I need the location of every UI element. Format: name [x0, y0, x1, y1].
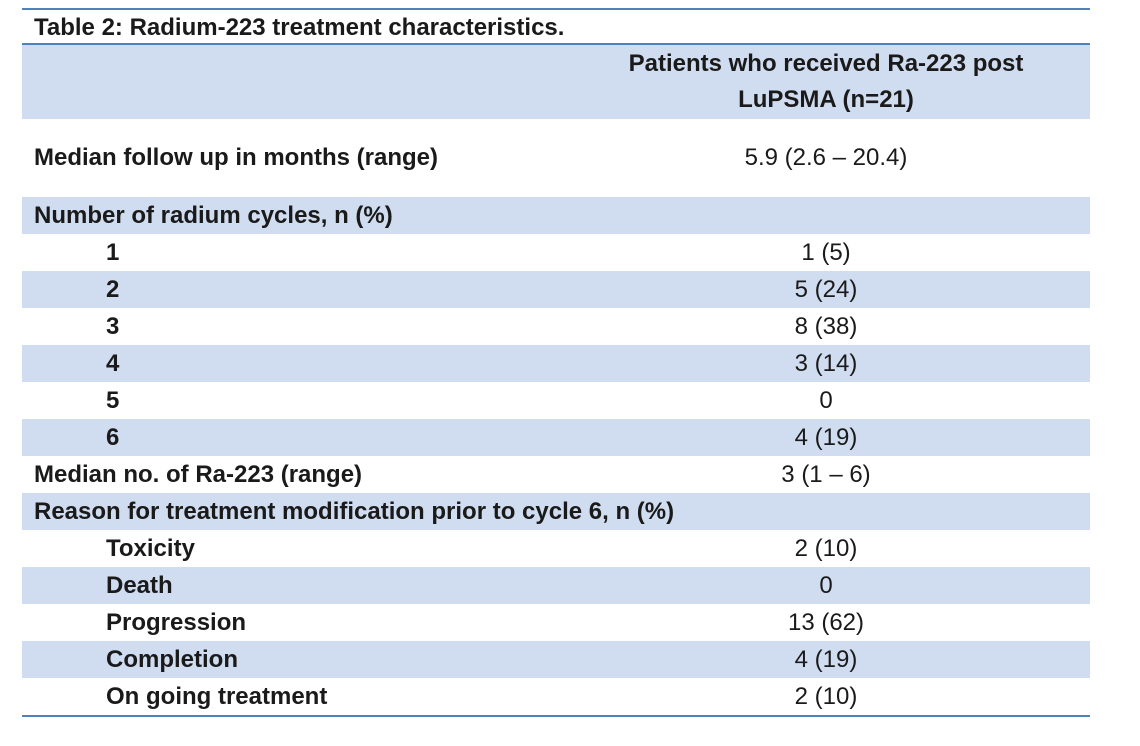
row-label: 5 — [106, 386, 120, 414]
table-row: 1 1 (5) — [22, 234, 1090, 271]
row-label: Number of radium cycles, n (%) — [34, 201, 393, 229]
row-label: 4 — [106, 349, 120, 377]
row-value: 4 (19) — [794, 423, 858, 451]
table-row: Number of radium cycles, n (%) — [22, 197, 1090, 234]
table-row: 3 8 (38) — [22, 308, 1090, 345]
row-label: On going treatment — [106, 682, 328, 710]
row-label: Toxicity — [106, 534, 195, 562]
row-label: Median no. of Ra-223 (range) — [34, 460, 363, 488]
row-label: Death — [106, 571, 173, 599]
row-value: 13 (62) — [787, 608, 865, 636]
row-value: 2 (10) — [794, 682, 858, 710]
row-value: 0 — [819, 386, 833, 414]
row-value: 3 (1 – 6) — [781, 460, 871, 488]
table-header-row: Patients who received Ra-223 post LuPSMA… — [22, 45, 1090, 119]
table-row: 2 5 (24) — [22, 271, 1090, 308]
row-value: 2 (10) — [794, 534, 858, 562]
row-value: 8 (38) — [794, 312, 858, 340]
table-row: Completion 4 (19) — [22, 641, 1090, 678]
row-label: 2 — [106, 275, 120, 303]
table-row: Toxicity 2 (10) — [22, 530, 1090, 567]
row-value: 3 (14) — [794, 349, 858, 377]
header-value-cell: Patients who received Ra-223 post LuPSMA… — [628, 50, 1024, 113]
data-table: Table 2: Radium-223 treatment characteri… — [22, 8, 1090, 717]
table-row: Progression 13 (62) — [22, 604, 1090, 641]
row-label: 1 — [106, 238, 120, 266]
table-row: Median no. of Ra-223 (range) 3 (1 – 6) — [22, 456, 1090, 493]
row-value: 5.9 (2.6 – 20.4) — [744, 144, 908, 171]
table-row: Reason for treatment modification prior … — [22, 493, 1090, 530]
row-label: Completion — [106, 645, 238, 673]
row-label: Median follow up in months (range) — [34, 144, 438, 171]
table-top-rule — [22, 8, 1090, 10]
row-label: 6 — [106, 423, 120, 451]
table-row: Median follow up in months (range) 5.9 (… — [22, 119, 1090, 197]
table-bottom-rule — [22, 715, 1090, 717]
table-row: 6 4 (19) — [22, 419, 1090, 456]
table-row: 4 3 (14) — [22, 345, 1090, 382]
table-caption: Table 2: Radium-223 treatment characteri… — [34, 14, 565, 41]
row-value: 4 (19) — [794, 645, 858, 673]
row-label: 3 — [106, 312, 120, 340]
table-row: On going treatment 2 (10) — [22, 678, 1090, 715]
row-value: 1 (5) — [801, 238, 851, 266]
row-value: 0 — [819, 571, 833, 599]
row-value: 5 (24) — [794, 275, 858, 303]
row-label: Reason for treatment modification prior … — [34, 497, 675, 525]
table-row: 5 0 — [22, 382, 1090, 419]
table-header-rule — [22, 43, 1090, 45]
table-row: Death 0 — [22, 567, 1090, 604]
row-label: Progression — [106, 608, 247, 636]
